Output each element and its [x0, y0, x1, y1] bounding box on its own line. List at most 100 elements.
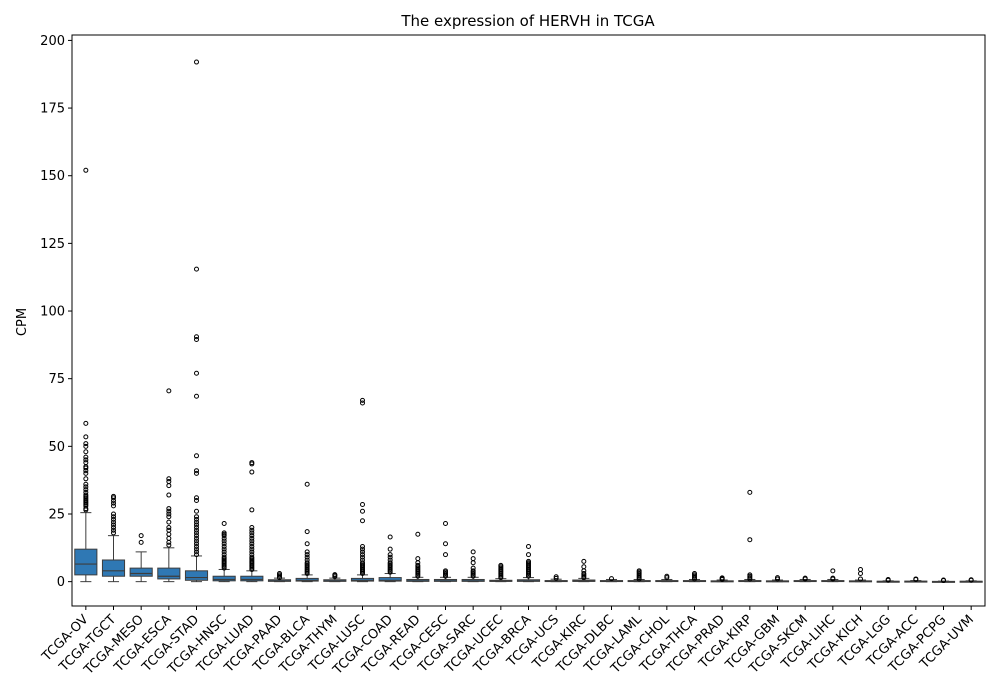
outlier-point — [194, 514, 199, 520]
outlier-point — [166, 492, 172, 498]
outlier-point — [360, 554, 365, 560]
outlier-point — [360, 508, 365, 514]
outlier-point — [304, 549, 310, 555]
outlier-point — [443, 568, 448, 574]
outlier-point — [443, 541, 448, 547]
box-group — [655, 573, 679, 583]
outlier-point — [83, 489, 89, 495]
box-group — [406, 531, 430, 583]
outlier-point — [470, 565, 476, 571]
outlier-point — [194, 495, 199, 501]
outlier-point — [194, 334, 199, 340]
outlier-point — [249, 538, 255, 544]
box-group — [489, 562, 513, 583]
box-group — [433, 520, 458, 583]
box-group — [682, 571, 707, 583]
outlier-point — [858, 571, 863, 577]
outlier-point — [221, 554, 227, 560]
outlier-point — [221, 552, 227, 558]
outlier-point — [194, 59, 199, 65]
outlier-point — [194, 552, 199, 558]
outlier-point — [83, 470, 89, 476]
outlier-point — [83, 460, 89, 466]
outlier-point — [360, 549, 365, 555]
outlier-point — [747, 572, 753, 578]
outlier-point — [249, 541, 255, 547]
outlier-point — [636, 568, 642, 574]
outlier-point — [249, 552, 255, 558]
outlier-point — [111, 493, 116, 499]
outlier-point — [470, 549, 476, 555]
outlier-point — [553, 574, 559, 580]
box-group — [101, 493, 126, 583]
outlier-point — [194, 470, 199, 476]
box — [129, 567, 153, 577]
outlier-point — [194, 453, 199, 459]
outlier-point — [360, 518, 365, 524]
outlier-point — [304, 481, 310, 487]
outlier-point — [277, 571, 282, 577]
outlier-point — [249, 554, 255, 560]
outlier-point — [913, 576, 919, 582]
outlier-point — [387, 546, 393, 552]
outlier-point — [885, 576, 891, 582]
outlier-point — [194, 266, 199, 272]
outlier-point — [249, 507, 255, 513]
y-tick-label: 75 — [48, 372, 65, 387]
box-group — [848, 566, 873, 583]
outlier-point — [830, 568, 836, 574]
outlier-point — [360, 397, 365, 403]
outlier-point — [747, 537, 753, 543]
outlier-point — [83, 454, 89, 460]
outlier-point — [194, 533, 199, 539]
box-group — [295, 481, 319, 583]
outlier-point — [111, 530, 116, 536]
outlier-point — [360, 560, 365, 566]
outlier-point — [111, 516, 116, 522]
outlier-point — [194, 530, 199, 536]
outlier-point — [249, 460, 255, 466]
outlier-point — [360, 543, 365, 549]
outlier-point — [83, 484, 89, 490]
outlier-point — [526, 558, 531, 564]
outlier-point — [249, 527, 255, 533]
outlier-point — [415, 531, 421, 537]
outlier-point — [387, 560, 393, 566]
outlier-point — [249, 525, 255, 531]
outlier-point — [194, 370, 199, 376]
box-group — [710, 575, 734, 583]
outlier-point — [747, 489, 753, 495]
y-tick-label: 200 — [40, 34, 65, 49]
box-group — [323, 572, 347, 583]
outlier-point — [166, 514, 172, 520]
outlier-point — [221, 543, 227, 549]
outlier-point — [692, 571, 697, 577]
outlier-point — [111, 500, 116, 506]
outlier-point — [194, 525, 199, 531]
outlier-point — [360, 546, 365, 552]
outlier-point — [249, 549, 255, 555]
box-group — [765, 575, 790, 583]
outlier-point — [83, 420, 89, 426]
outlier-point — [194, 522, 199, 528]
outlier-point — [166, 479, 172, 485]
outlier-point — [775, 575, 780, 581]
box-group — [544, 574, 568, 583]
outlier-point — [387, 554, 393, 560]
outlier-point — [304, 560, 310, 566]
box-group — [931, 577, 956, 584]
outlier-point — [664, 573, 670, 579]
box-group — [904, 576, 928, 583]
box-group — [793, 575, 817, 583]
outlier-point — [581, 558, 587, 564]
outlier-point — [221, 541, 227, 547]
y-tick-label: 100 — [40, 305, 65, 320]
outlier-point — [830, 575, 836, 581]
box-group — [240, 460, 264, 583]
outlier-point — [553, 575, 559, 581]
outlier-point — [719, 575, 725, 581]
outlier-point — [498, 562, 504, 568]
outlier-point — [194, 508, 199, 514]
outlier-point — [858, 576, 863, 582]
